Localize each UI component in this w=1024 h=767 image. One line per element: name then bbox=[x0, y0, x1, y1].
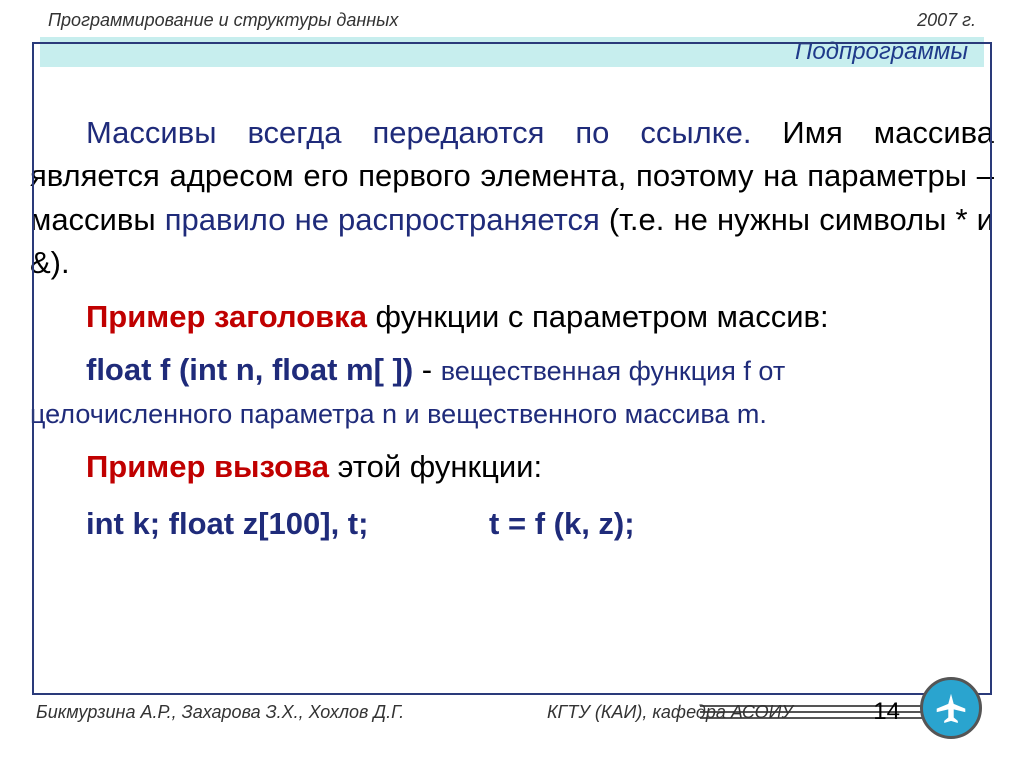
page-number: 14 bbox=[873, 698, 900, 726]
logo bbox=[918, 675, 988, 745]
logo-circle bbox=[920, 677, 982, 739]
footer: Бикмурзина А.Р., Захарова З.Х., Хохлов Д… bbox=[36, 675, 988, 749]
airplane-icon bbox=[934, 691, 968, 725]
footer-right: 14 bbox=[868, 675, 988, 749]
header-top: Программирование и структуры данных 2007… bbox=[0, 0, 1024, 31]
footer-org: КГТУ (КАИ), кафедра АСОИУ bbox=[432, 702, 868, 723]
slide-frame bbox=[32, 42, 992, 695]
footer-authors: Бикмурзина А.Р., Захарова З.Х., Хохлов Д… bbox=[36, 702, 432, 723]
course-title: Программирование и структуры данных bbox=[48, 10, 398, 31]
course-year: 2007 г. bbox=[917, 10, 976, 31]
